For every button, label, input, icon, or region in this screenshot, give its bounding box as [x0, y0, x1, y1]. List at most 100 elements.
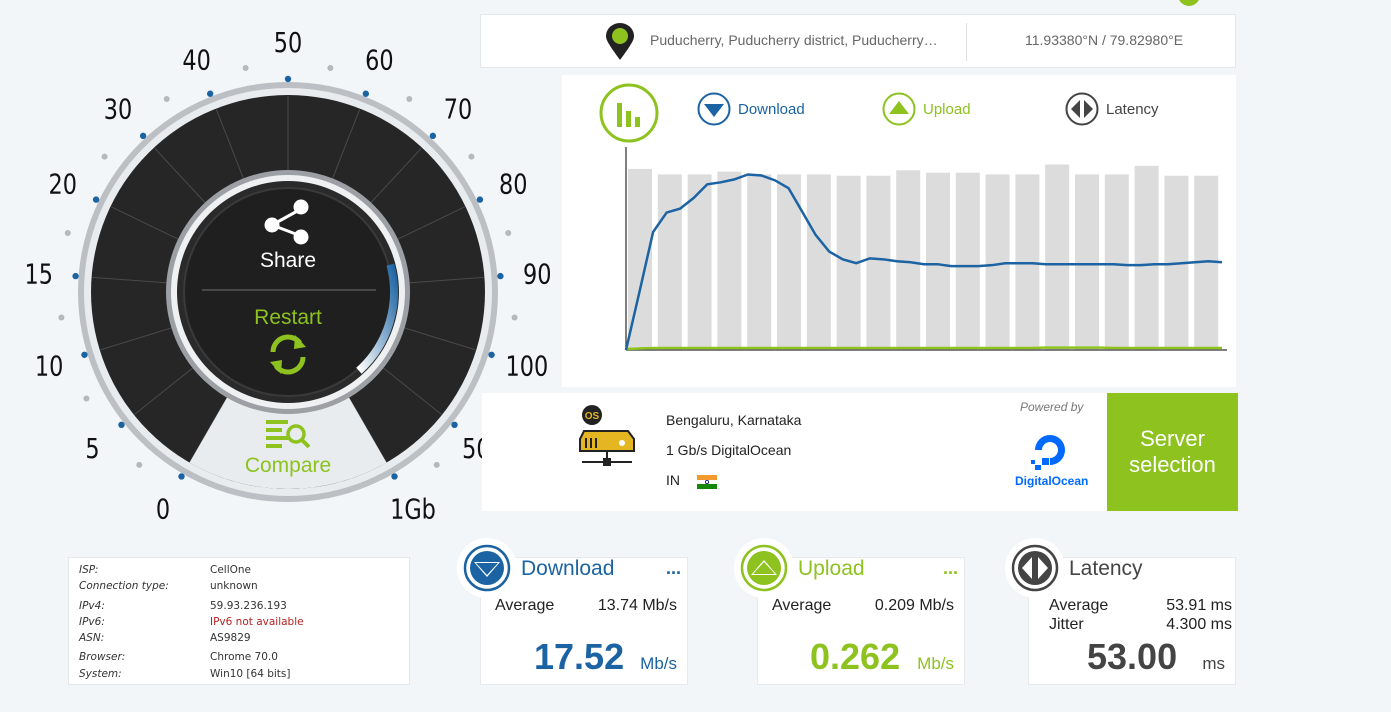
gauge-scale-label: 5: [85, 431, 99, 464]
server-icon: OS: [579, 405, 635, 466]
latency-jitter-row: Jitter 4.300 ms: [1049, 616, 1232, 634]
gauge-progress-arc: [356, 263, 398, 374]
legend-upload-label: Upload: [923, 100, 971, 118]
gauge-major-tick: [118, 421, 125, 429]
gauge-major-tick: [362, 90, 370, 97]
download-speed-value: 17.52: [534, 636, 625, 677]
info-value: 59.93.236.193: [210, 599, 287, 612]
info-key: IPv4:: [79, 599, 105, 612]
server-selection-button[interactable]: Server selection: [1107, 393, 1238, 511]
upload-icon: [882, 92, 916, 126]
gauge-minor-dot: [101, 153, 108, 160]
info-value: Chrome 70.0: [210, 651, 278, 664]
latency-bar: [657, 174, 682, 350]
gauge-minor-dot: [327, 64, 334, 71]
restart-button[interactable]: Restart: [254, 306, 322, 375]
info-value: AS9829: [210, 632, 251, 645]
connection-info-panel: ISP: CellOne Connection type: unknown IPv4…: [68, 557, 410, 685]
gauge-minor-dot: [64, 229, 71, 236]
gauge-major-tick: [178, 473, 185, 480]
info-row-isp: ISP: CellOne: [79, 562, 399, 578]
gauge-minor-dot: [505, 229, 512, 236]
gauge-scale-label: 70: [444, 92, 472, 125]
latency-unit: ms: [1202, 654, 1225, 673]
download-more-button[interactable]: ...: [665, 558, 681, 578]
compare-button[interactable]: Compare: [245, 420, 331, 477]
upload-speed-unit: Mb/s: [917, 654, 954, 673]
latency-bar: [747, 174, 772, 350]
gauge-minor-dot: [136, 461, 143, 468]
info-key: Connection type:: [79, 580, 169, 593]
gauge-scale-label: 30: [104, 92, 132, 125]
gauge-major-tick: [391, 473, 398, 480]
gauge-scale-label: 20: [49, 167, 77, 200]
upload-title: Upload: [798, 557, 865, 580]
share-button[interactable]: Share: [260, 199, 316, 272]
gauge-sector-line: [379, 365, 442, 415]
gauge-scale-label: 15: [24, 257, 52, 290]
info-key: ASN:: [79, 632, 105, 645]
gauge-scale-label: 0: [156, 492, 170, 525]
gauge-scale-label: 1Gb: [390, 492, 436, 525]
gauge-major-tick: [429, 132, 437, 140]
server-provider: 1 Gb/s DigitalOcean: [666, 442, 792, 458]
legend-latency-label: Latency: [1106, 100, 1159, 118]
info-key: ISP:: [79, 564, 99, 576]
download-speed-unit: Mb/s: [640, 654, 677, 673]
location-coordinates: 11.93380°N / 79.82980°E: [1025, 32, 1184, 48]
legend-upload[interactable]: Upload: [882, 92, 971, 126]
gauge-sector-line: [100, 326, 176, 351]
info-row-ipv6: IPv6: IPv6 not available: [79, 614, 399, 630]
refresh-icon: [270, 334, 306, 375]
latency-bar: [1075, 174, 1099, 350]
location-pin-icon: [606, 23, 634, 60]
gauge-scale-label: 80: [499, 167, 527, 200]
gauge-major-tick: [284, 75, 292, 83]
download-icon: [697, 92, 731, 126]
gauge-minor-dot: [58, 314, 65, 321]
server-panel: OS Bengaluru, Karnataka 1 Gb/s DigitalOc…: [482, 393, 1238, 511]
latency-value: 53.00: [1087, 636, 1178, 677]
bar-chart-icon[interactable]: [598, 82, 660, 144]
location-address: Puducherry, Puducherry district, Puduche…: [650, 32, 938, 48]
info-row-ipv4: IPv4: 59.93.236.193: [79, 598, 399, 614]
gauge-sector-line: [154, 147, 209, 206]
powered-by-label: Powered by: [1020, 400, 1084, 414]
upload-average-label: Average: [772, 597, 832, 614]
gauge-major-tick: [497, 272, 504, 280]
india-flag-icon: [697, 475, 717, 489]
latency-bar: [896, 170, 921, 350]
upload-badge: [734, 538, 794, 598]
latency-average-value: 53.91 ms: [1166, 597, 1232, 614]
info-value: unknown: [210, 580, 258, 593]
gauge-major-tick: [488, 351, 495, 358]
share-icon: [264, 199, 309, 245]
gauge-scale-label: 60: [365, 43, 393, 76]
gauge-minor-dot: [433, 461, 440, 468]
latency-bar: [717, 171, 742, 350]
chart-panel: Download Upload Latency: [562, 75, 1236, 387]
gauge-major-tick: [92, 196, 100, 203]
gauge-scale-label: 90: [523, 257, 551, 290]
download-badge: [457, 538, 517, 598]
gauge-minor-dot: [83, 395, 90, 402]
upload-more-button[interactable]: ...: [942, 558, 958, 578]
latency-average-label: Average: [1049, 597, 1109, 614]
svg-text:OS: OS: [585, 411, 600, 422]
legend-download[interactable]: Download: [697, 92, 805, 126]
latency-bar: [806, 174, 831, 350]
info-value: IPv6 not available: [210, 615, 304, 628]
latency-bar: [955, 172, 980, 350]
gauge-sector-line: [367, 147, 422, 206]
legend-latency[interactable]: Latency: [1065, 92, 1159, 126]
gauge-sector-line: [400, 326, 476, 351]
share-label: Share: [260, 249, 316, 272]
latency-result-card: Latency Average 53.91 ms Jitter 4.300 ms…: [1005, 538, 1236, 685]
info-row-asn: ASN: AS9829: [79, 630, 399, 646]
gauge-sector-line: [215, 109, 246, 183]
digitalocean-logo-icon: [1031, 435, 1065, 470]
latency-bar: [687, 174, 712, 350]
info-key: System:: [79, 667, 122, 680]
gauge-minor-dot: [406, 95, 413, 102]
location-separator: [966, 23, 967, 61]
